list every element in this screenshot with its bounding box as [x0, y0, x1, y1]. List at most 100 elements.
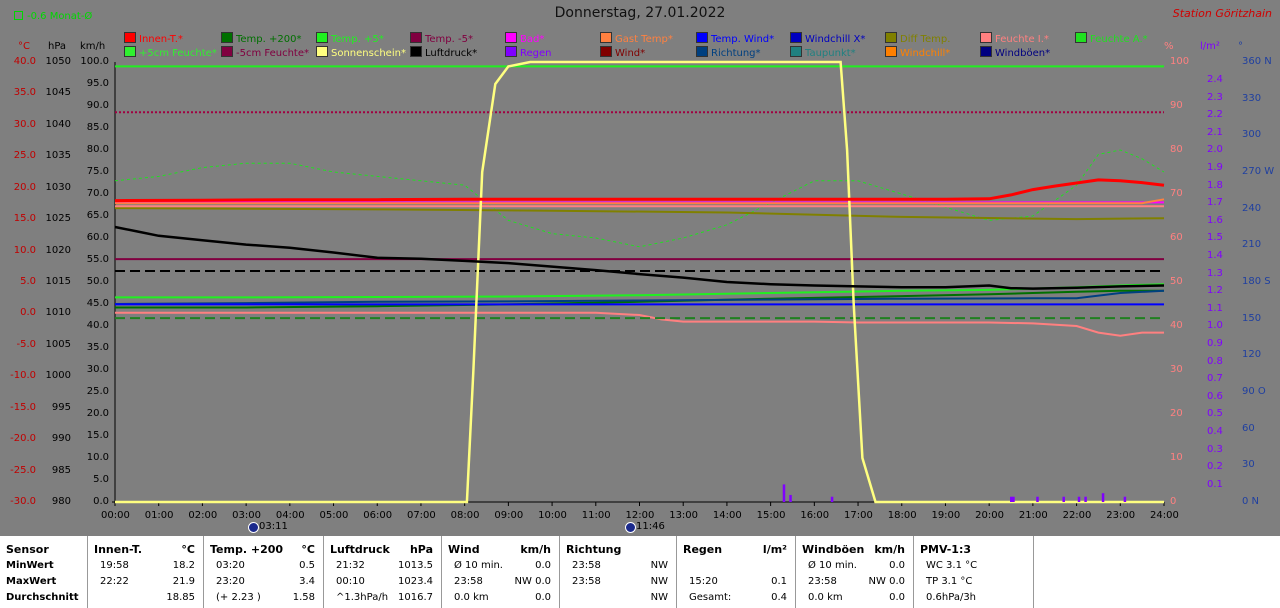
- time-tick: 21:00: [1018, 510, 1048, 521]
- rain-tick: 1.3: [1207, 267, 1223, 279]
- stats-cell: Ø 10 min.: [808, 560, 857, 571]
- temp-tick: -5.0: [16, 338, 36, 350]
- legend-item[interactable]: Diff Temp.: [885, 32, 950, 45]
- temp-tick: 0.0: [20, 307, 36, 319]
- pct-tick: 20: [1170, 408, 1183, 419]
- legend-swatch: [790, 46, 802, 57]
- stats-header: Windböen: [802, 543, 865, 556]
- legend-swatch: [505, 46, 517, 57]
- legend-item[interactable]: Richtung*: [696, 46, 761, 59]
- rain-tick: 0.5: [1207, 408, 1223, 420]
- dir-tick: 120: [1242, 349, 1262, 361]
- temp-unit: °C: [18, 41, 30, 52]
- legend-item[interactable]: Innen-T.*: [124, 32, 183, 45]
- stats-value: 0.0: [889, 592, 905, 603]
- dir-tick: 90 O: [1242, 386, 1266, 397]
- time-tick: 02:00: [188, 510, 218, 521]
- temp-tick: 20.0: [13, 181, 36, 193]
- legend-item[interactable]: Sonnenschein*: [316, 46, 406, 59]
- press-tick: 1035: [45, 150, 71, 162]
- wind-tick: 0.0: [93, 496, 109, 507]
- rain-tick: 2.2: [1207, 109, 1223, 121]
- stats-header: Temp. +200: [210, 543, 284, 556]
- time-tick: 20:00: [975, 510, 1004, 521]
- pct-tick: 100: [1170, 56, 1190, 67]
- legend-label: Diff Temp.: [900, 34, 951, 45]
- rain-tick: 0.9: [1207, 338, 1223, 349]
- legend-item[interactable]: Temp. -5*: [410, 32, 473, 45]
- legend-label: Windböen*: [995, 48, 1051, 59]
- legend-item[interactable]: Bad*: [505, 32, 544, 45]
- time-tick: 22:00: [1062, 510, 1092, 521]
- legend-item[interactable]: Windböen*: [980, 46, 1050, 59]
- wind-tick: 55.0: [86, 254, 109, 265]
- stats-column: Richtung 23:58 NW 23:58 NW NW: [560, 536, 677, 608]
- time-tick: 05:00: [319, 510, 349, 521]
- wind-tick: 25.0: [86, 386, 109, 397]
- series-line: [114, 207, 1165, 221]
- stats-cell: 23:58: [454, 576, 483, 587]
- wind-tick: 20.0: [86, 408, 109, 419]
- rain-tick: 0.6: [1207, 390, 1223, 402]
- legend-item[interactable]: Temp. +5*: [316, 32, 384, 45]
- stats-header: Innen-T.: [94, 543, 143, 556]
- stats-cell: ^1.3hPa/h: [336, 592, 389, 603]
- stats-value: 1.58: [292, 592, 315, 603]
- rain-tick: 0.4: [1207, 426, 1223, 437]
- legend-item[interactable]: -5cm Feuchte*: [221, 46, 309, 59]
- time-tick: 07:00: [406, 510, 436, 521]
- legend-label: Windchill X*: [805, 34, 866, 45]
- dir-tick: 300: [1242, 129, 1262, 141]
- legend-item[interactable]: Feuchte A.*: [1075, 32, 1148, 45]
- legend-item[interactable]: Gast Temp*: [600, 32, 673, 45]
- stats-cell: 23:58: [572, 560, 601, 571]
- stats-table: Sensor MinWert MaxWert Durchschnitt Innen-T.…: [0, 536, 1280, 608]
- rain-bar: [1036, 496, 1039, 502]
- legend-item[interactable]: Windchill X*: [790, 32, 865, 45]
- legend-item[interactable]: Taupunkt*: [790, 46, 856, 59]
- rain-tick: 0.3: [1207, 443, 1223, 455]
- stats-value: 18.85: [166, 592, 195, 603]
- legend-item[interactable]: Temp. Wind*: [696, 32, 774, 45]
- legend-label: Temp. -5*: [425, 34, 473, 45]
- wind-tick: 50.0: [86, 276, 109, 287]
- dir-tick: 180 S: [1242, 276, 1271, 287]
- stats-value: NW: [650, 592, 668, 603]
- stats-header: Regen: [683, 543, 723, 556]
- legend-swatch: [410, 32, 422, 43]
- wind-tick: 80.0: [86, 144, 109, 155]
- legend-label: Wind*: [615, 48, 646, 59]
- wind-tick: 95.0: [86, 78, 109, 89]
- checkbox-icon[interactable]: [14, 11, 23, 20]
- wind-tick: 60.0: [86, 232, 109, 243]
- stats-value: 1023.4: [398, 576, 433, 587]
- legend-item[interactable]: Windchill*: [885, 46, 950, 59]
- legend-item[interactable]: Temp. +200*: [221, 32, 301, 45]
- legend-label: Gast Temp*: [615, 34, 673, 45]
- time-tick: 04:00: [275, 510, 305, 521]
- stats-column: Wind km/h Ø 10 min. 0.0 23:58 NW 0.0 0.0 km 0.0: [442, 536, 560, 608]
- temp-tick: 15.0: [13, 213, 36, 225]
- stats-value: NW: [650, 576, 668, 587]
- dir-tick: 270 W: [1242, 166, 1275, 177]
- legend-item[interactable]: Wind*: [600, 46, 645, 59]
- legend-item[interactable]: +5cm Feuchte*: [124, 46, 217, 59]
- legend-item[interactable]: Luftdruck*: [410, 46, 477, 59]
- legend-label: Temp. +5*: [331, 34, 384, 45]
- stats-cell: MinWert: [6, 560, 54, 571]
- wind-tick: 10.0: [86, 452, 109, 463]
- rain-tick: 0.8: [1207, 355, 1223, 367]
- legend-item[interactable]: Regen: [505, 46, 552, 59]
- dir-tick: 60: [1242, 422, 1255, 434]
- dir-tick: 210: [1242, 239, 1262, 251]
- time-tick: 08:00: [450, 510, 480, 521]
- legend-label: Taupunkt*: [805, 48, 856, 59]
- press-tick: 990: [51, 433, 71, 445]
- legend-swatch: [600, 32, 612, 43]
- stats-cell: 23:20: [216, 576, 245, 587]
- legend-swatch: [600, 46, 612, 57]
- legend-item[interactable]: Feuchte I.*: [980, 32, 1049, 45]
- sunrise-time: 03:11: [259, 521, 288, 532]
- rain-tick: 2.0: [1207, 144, 1223, 156]
- stats-value: NW: [650, 560, 668, 571]
